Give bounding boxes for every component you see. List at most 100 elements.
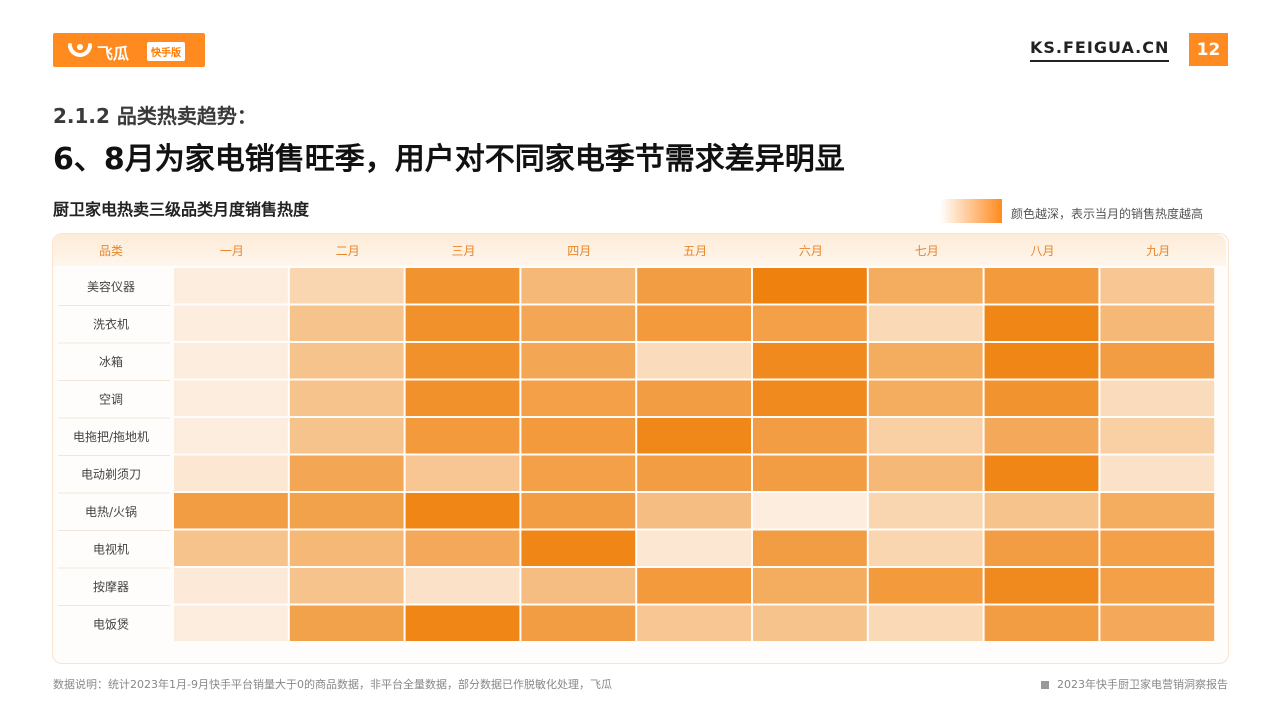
heatmap-cell	[1100, 493, 1215, 529]
heatmap-cell	[753, 493, 867, 529]
heatmap-cell	[868, 455, 983, 491]
heatmap-cell	[405, 568, 520, 604]
section-subtitle: 2.1.2 品类热卖趋势：	[53, 104, 257, 128]
column-label: 七月	[915, 244, 939, 258]
row-label: 美容仪器	[87, 279, 135, 294]
heatmap-cell	[868, 418, 983, 454]
heatmap-cell	[1100, 268, 1215, 304]
page-number: 12	[1189, 33, 1228, 66]
heatmap-cell	[753, 530, 867, 566]
heatmap-cell	[289, 418, 404, 454]
heatmap-cell	[984, 343, 1099, 379]
heatmap-cell	[174, 380, 288, 416]
heatmap-cell	[405, 530, 520, 566]
table-header-row	[53, 234, 1226, 266]
heatmap-cell	[868, 530, 983, 566]
heatmap-cell	[984, 530, 1099, 566]
heatmap-cell	[1100, 455, 1215, 491]
page-title: 6、8月为家电销售旺季，用户对不同家电季节需求差异明显	[53, 142, 845, 177]
heatmap-cell	[637, 455, 751, 491]
heatmap-cell	[753, 455, 867, 491]
heatmap-cell	[1100, 380, 1215, 416]
column-label: 九月	[1146, 244, 1170, 258]
heatmap-cell	[521, 380, 636, 416]
column-label: 一月	[220, 244, 244, 258]
heatmap-cell	[637, 380, 751, 416]
heatmap-cell	[753, 605, 867, 641]
heatmap-cell	[984, 418, 1099, 454]
heatmap-cell	[521, 305, 636, 341]
heatmap-cell	[753, 418, 867, 454]
row-label: 冰箱	[99, 354, 123, 369]
heatmap-cell	[289, 343, 404, 379]
heatmap-cell	[174, 493, 288, 529]
square-icon	[1041, 681, 1049, 689]
heatmap-cell	[521, 530, 636, 566]
heatmap-cell	[405, 380, 520, 416]
heatmap-cell	[984, 493, 1099, 529]
heatmap-cell	[637, 530, 751, 566]
heatmap-cell	[174, 343, 288, 379]
heatmap-cell	[174, 530, 288, 566]
heatmap-cell	[984, 455, 1099, 491]
heatmap-cell	[984, 380, 1099, 416]
heatmap-cell	[868, 605, 983, 641]
heatmap-cell	[521, 568, 636, 604]
heatmap-cell	[868, 493, 983, 529]
heatmap-cell	[289, 568, 404, 604]
column-label: 六月	[799, 244, 823, 258]
heatmap-cell	[521, 418, 636, 454]
heatmap-cell	[521, 455, 636, 491]
row-label: 洗衣机	[93, 316, 129, 331]
column-label: 五月	[683, 244, 707, 258]
column-label: 二月	[336, 244, 360, 258]
heatmap-cell	[521, 268, 636, 304]
row-label: 空调	[99, 392, 123, 406]
heatmap-cell	[174, 455, 288, 491]
heatmap-cell	[174, 418, 288, 454]
heatmap-cell	[289, 493, 404, 529]
site-url[interactable]: KS.FEIGUA.CN	[1030, 38, 1170, 62]
heatmap-cell	[174, 268, 288, 304]
heatmap-cell	[753, 305, 867, 341]
report-name-text: 2023年快手厨卫家电营销洞察报告	[1057, 678, 1228, 691]
heatmap-cell	[289, 380, 404, 416]
row-header-label: 品类	[99, 244, 123, 258]
heatmap-cell	[637, 305, 751, 341]
heatmap-cell	[753, 343, 867, 379]
row-label: 电拖把/拖地机	[73, 430, 149, 444]
heatmap-cell	[174, 305, 288, 341]
heatmap-cell	[637, 268, 751, 304]
heatmap-cell	[289, 455, 404, 491]
brand-logo: 飞瓜 快手版	[53, 33, 205, 67]
heatmap-cell	[637, 343, 751, 379]
heatmap-cell	[174, 568, 288, 604]
legend-text: 颜色越深，表示当月的销售热度越高	[1011, 207, 1204, 221]
row-label: 电饭煲	[93, 616, 129, 631]
heatmap-cell	[1100, 530, 1215, 566]
legend-gradient	[940, 199, 1002, 223]
column-label: 三月	[451, 244, 475, 258]
heatmap-cell	[637, 493, 751, 529]
row-label: 电热/火锅	[85, 504, 137, 519]
row-label: 按摩器	[93, 579, 129, 594]
heatmap-cell	[405, 418, 520, 454]
heatmap-cell	[1100, 418, 1215, 454]
heatmap-cell	[637, 605, 751, 641]
logo-badge: 快手版	[147, 42, 185, 61]
logo-text: 飞瓜	[97, 44, 130, 63]
heatmap-cell	[984, 605, 1099, 641]
heatmap-cell	[868, 380, 983, 416]
footnote: 数据说明：统计2023年1月-9月快手平台销量大于0的商品数据，非平台全量数据，…	[53, 678, 612, 691]
heatmap-cell	[984, 568, 1099, 604]
heatmap-cell	[1100, 343, 1215, 379]
report-name: 2023年快手厨卫家电营销洞察报告	[1041, 676, 1228, 692]
heatmap-cell	[289, 605, 404, 641]
heatmap-cell	[289, 305, 404, 341]
heatmap-cell	[868, 305, 983, 341]
heatmap-cell	[405, 268, 520, 304]
heatmap-cell	[405, 305, 520, 341]
heatmap-cell	[405, 605, 520, 641]
heatmap-cell	[753, 568, 867, 604]
